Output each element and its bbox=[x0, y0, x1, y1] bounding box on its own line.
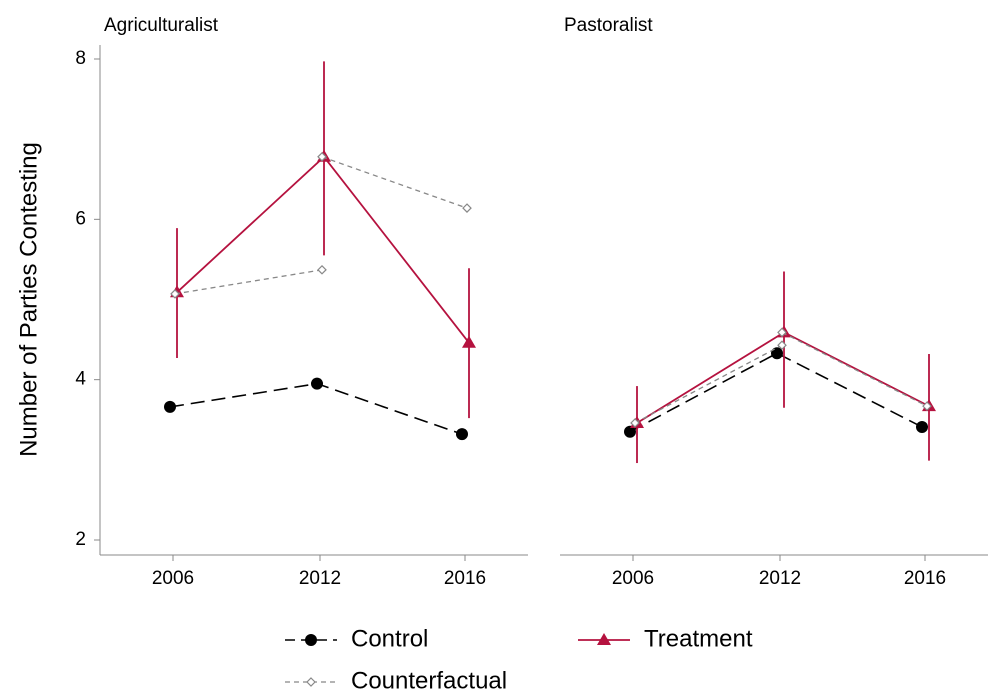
line bbox=[174, 269, 323, 295]
point bbox=[164, 400, 176, 413]
point bbox=[311, 377, 323, 390]
legend-item: Counterfactual bbox=[285, 667, 507, 694]
legend-label: Control bbox=[351, 625, 428, 652]
series bbox=[164, 377, 468, 441]
series bbox=[630, 340, 787, 428]
series bbox=[630, 271, 936, 464]
point bbox=[771, 347, 783, 360]
line bbox=[321, 156, 468, 209]
y-tick-label: 2 bbox=[75, 529, 86, 550]
series bbox=[170, 61, 476, 419]
point bbox=[462, 203, 472, 213]
y-axis-label: Number of Parties Contesting bbox=[15, 142, 42, 457]
y-tick-label: 4 bbox=[75, 369, 86, 390]
series bbox=[777, 327, 932, 411]
legend-label: Treatment bbox=[644, 625, 753, 652]
x-tick-label: 2006 bbox=[612, 568, 654, 589]
legend-marker bbox=[597, 633, 611, 645]
series bbox=[624, 347, 928, 438]
series bbox=[317, 151, 472, 213]
point bbox=[170, 289, 180, 299]
panel-title: Agriculturalist bbox=[104, 15, 219, 36]
point bbox=[777, 327, 787, 338]
x-tick-label: 2012 bbox=[299, 568, 341, 589]
x-tick-label: 2012 bbox=[759, 568, 801, 589]
point bbox=[456, 428, 468, 441]
legend-marker bbox=[306, 677, 316, 687]
line bbox=[169, 382, 463, 435]
x-tick-label: 2016 bbox=[904, 568, 946, 589]
point bbox=[462, 335, 476, 348]
legend-marker bbox=[305, 634, 317, 646]
panel-title: Pastoralist bbox=[564, 15, 653, 36]
legend-label: Counterfactual bbox=[351, 667, 507, 694]
point bbox=[777, 340, 787, 351]
y-tick-label: 6 bbox=[75, 208, 86, 229]
x-tick-label: 2016 bbox=[444, 568, 486, 589]
point bbox=[630, 418, 640, 428]
y-tick-label: 8 bbox=[75, 48, 86, 69]
series bbox=[170, 264, 327, 299]
point bbox=[624, 425, 636, 438]
line bbox=[176, 155, 470, 344]
line bbox=[781, 331, 928, 407]
point bbox=[317, 151, 327, 162]
point bbox=[317, 264, 327, 275]
x-tick-label: 2006 bbox=[152, 568, 194, 589]
legend-item: Control bbox=[285, 625, 428, 652]
line bbox=[634, 344, 783, 424]
line bbox=[629, 352, 923, 433]
point bbox=[922, 401, 932, 411]
point bbox=[916, 420, 928, 433]
legend-item: Treatment bbox=[578, 625, 753, 652]
